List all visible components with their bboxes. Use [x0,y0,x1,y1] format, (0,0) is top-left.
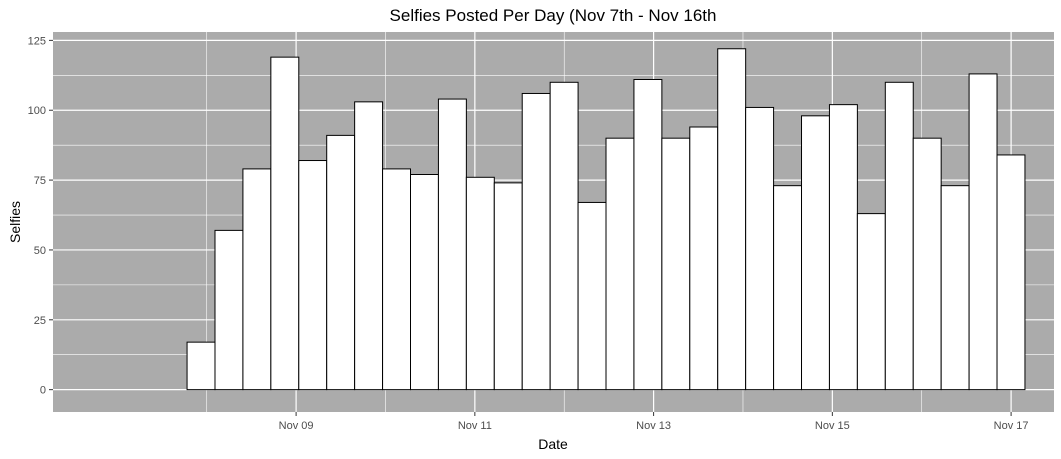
histogram-bar [828,104,858,391]
x-tick-label: Nov 13 [636,420,671,432]
histogram-bar [996,154,1026,391]
x-axis: Nov 09 Nov 11 Nov 13 Nov 15 Nov 17 [279,412,1029,432]
x-tick-label: Nov 09 [279,420,314,432]
histogram-bar [661,137,691,391]
histogram-bar [354,101,384,391]
histogram-bar [912,137,942,391]
histogram-bar [493,182,523,391]
histogram-bar [326,134,356,391]
histogram-bar [242,168,272,391]
histogram-bar [577,201,607,391]
histogram-bar [717,48,747,391]
chart-title: Selfies Posted Per Day (Nov 7th - Nov 16… [390,6,717,25]
histogram-bar [801,115,830,391]
x-axis-title: Date [538,436,568,452]
x-tick-label: Nov 11 [458,420,492,432]
histogram-bar [382,168,411,391]
y-tick-label: 25 [34,315,46,327]
y-tick-label: 50 [34,245,46,257]
histogram-bar [214,229,244,391]
histogram-bar [410,174,439,391]
histogram-bar [186,341,216,391]
histogram-bar [968,73,998,391]
histogram-bar [884,81,914,391]
histogram-bar [773,185,803,391]
y-tick-label: 75 [34,175,46,187]
histogram-bars [186,48,1026,391]
y-tick-label: 0 [40,385,46,397]
histogram-bar [856,213,886,391]
histogram-bar [605,137,635,391]
histogram-bar [465,176,495,391]
histogram-bar [437,98,467,391]
histogram-bar [521,92,551,391]
y-axis-title: Selfies [7,201,23,243]
histogram-bar [549,81,579,391]
histogram-bar [270,56,300,391]
x-tick-label: Nov 17 [994,420,1029,432]
histogram-bar [689,126,719,391]
histogram-bar [745,106,775,391]
histogram-bar [633,79,663,391]
histogram-bar [298,160,328,391]
y-tick-label: 125 [28,35,46,47]
y-axis: 0 25 50 75 100 125 [28,35,53,397]
histogram-bar [940,185,970,391]
x-tick-label: Nov 15 [815,420,850,432]
y-tick-label: 100 [28,105,46,117]
